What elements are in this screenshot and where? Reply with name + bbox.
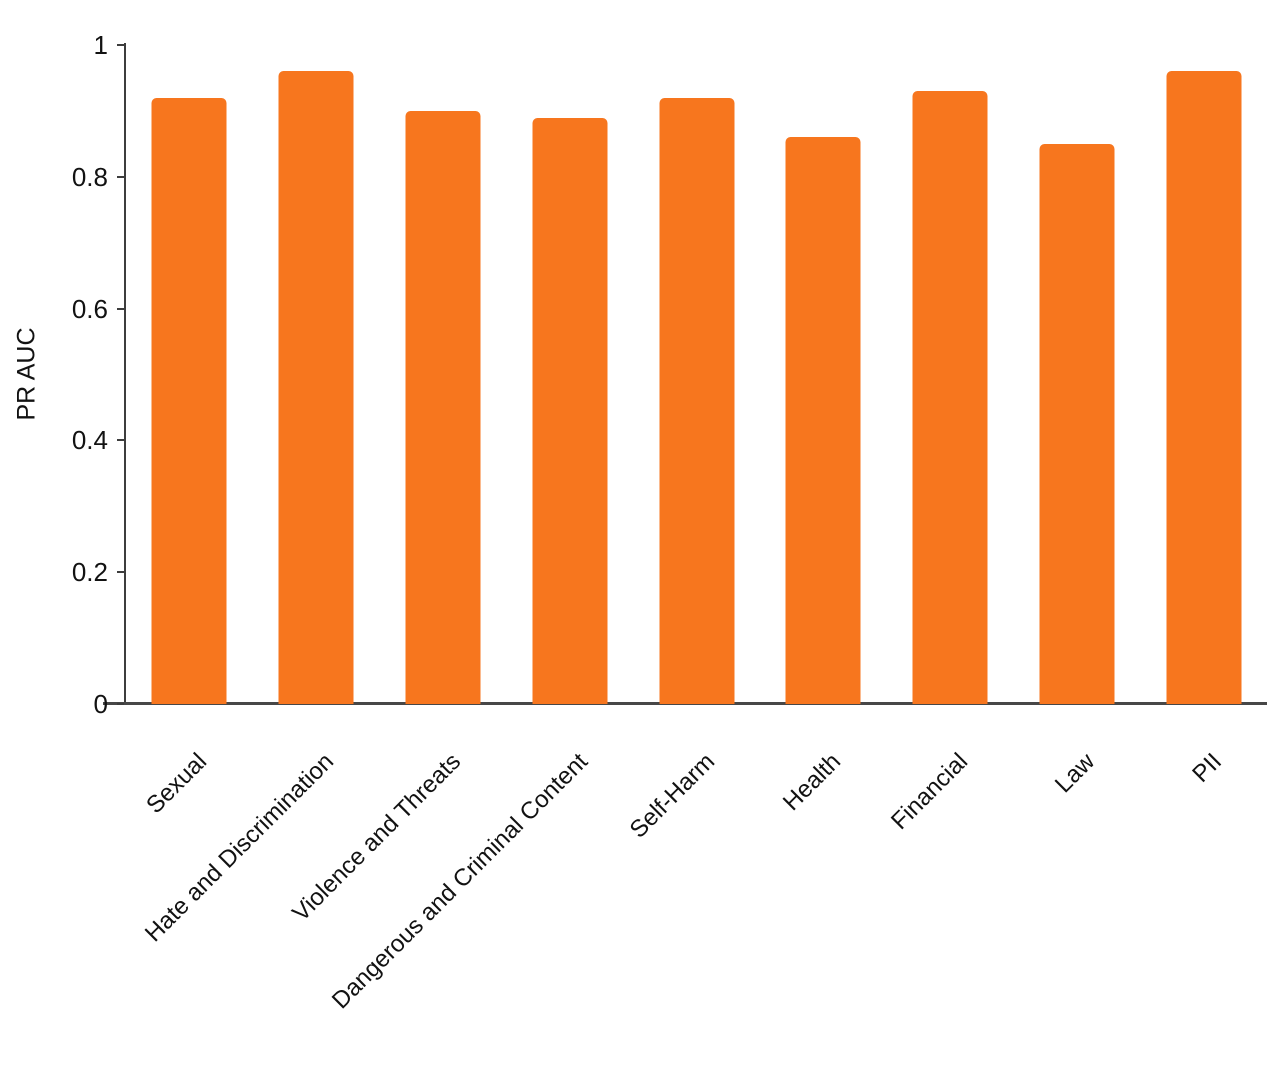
y-axis-line <box>124 43 126 705</box>
bar <box>1166 71 1242 704</box>
bar-slot <box>1013 45 1140 704</box>
plot-area <box>126 45 1267 704</box>
y-tick-mark <box>117 175 124 178</box>
bar <box>405 110 481 704</box>
y-tick-label: 1 <box>93 30 108 60</box>
y-tick-label: 0.2 <box>71 557 108 588</box>
x-tick-label: PII <box>1186 748 1227 788</box>
y-tick-mark <box>117 703 124 705</box>
bar-slot <box>760 45 887 704</box>
bar-slot <box>506 45 633 704</box>
bar <box>532 117 608 704</box>
y-tick-label: 0.4 <box>71 425 108 456</box>
bar <box>785 137 861 704</box>
y-tick-mark <box>117 439 124 442</box>
x-tick-label: Law <box>1049 748 1100 799</box>
bar <box>278 71 354 704</box>
x-tick-label: Sexual <box>141 748 213 819</box>
x-tick-label: Financial <box>886 748 974 836</box>
y-tick-mark <box>117 307 124 310</box>
bar <box>659 97 735 704</box>
x-tick-label: Self-Harm <box>624 748 720 844</box>
x-tick-label: Health <box>778 748 847 817</box>
y-tick-label: 0 <box>93 689 108 719</box>
bar-slot <box>887 45 1014 704</box>
y-tick-mark <box>117 44 124 46</box>
bar-slot <box>633 45 760 704</box>
bar-slot <box>253 45 380 704</box>
bar-slot <box>126 45 253 704</box>
bar <box>912 91 988 704</box>
bar-slot <box>380 45 507 704</box>
bar-slot <box>1140 45 1267 704</box>
y-tick-label: 0.8 <box>71 161 108 192</box>
y-tick-mark <box>117 571 124 574</box>
y-tick-label: 0.6 <box>71 293 108 324</box>
y-axis-title: PR AUC <box>12 327 41 421</box>
x-tick-label: Dangerous and Criminal Content <box>326 748 593 1015</box>
bar <box>1039 143 1115 704</box>
bar <box>151 97 227 704</box>
